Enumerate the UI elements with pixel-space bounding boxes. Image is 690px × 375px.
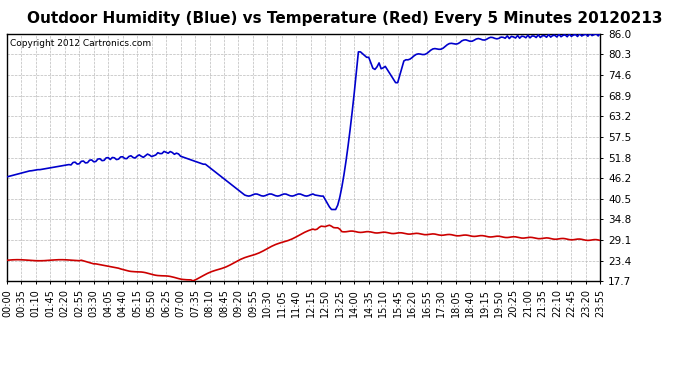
Text: Copyright 2012 Cartronics.com: Copyright 2012 Cartronics.com [10, 39, 151, 48]
Text: Outdoor Humidity (Blue) vs Temperature (Red) Every 5 Minutes 20120213: Outdoor Humidity (Blue) vs Temperature (… [27, 11, 663, 26]
